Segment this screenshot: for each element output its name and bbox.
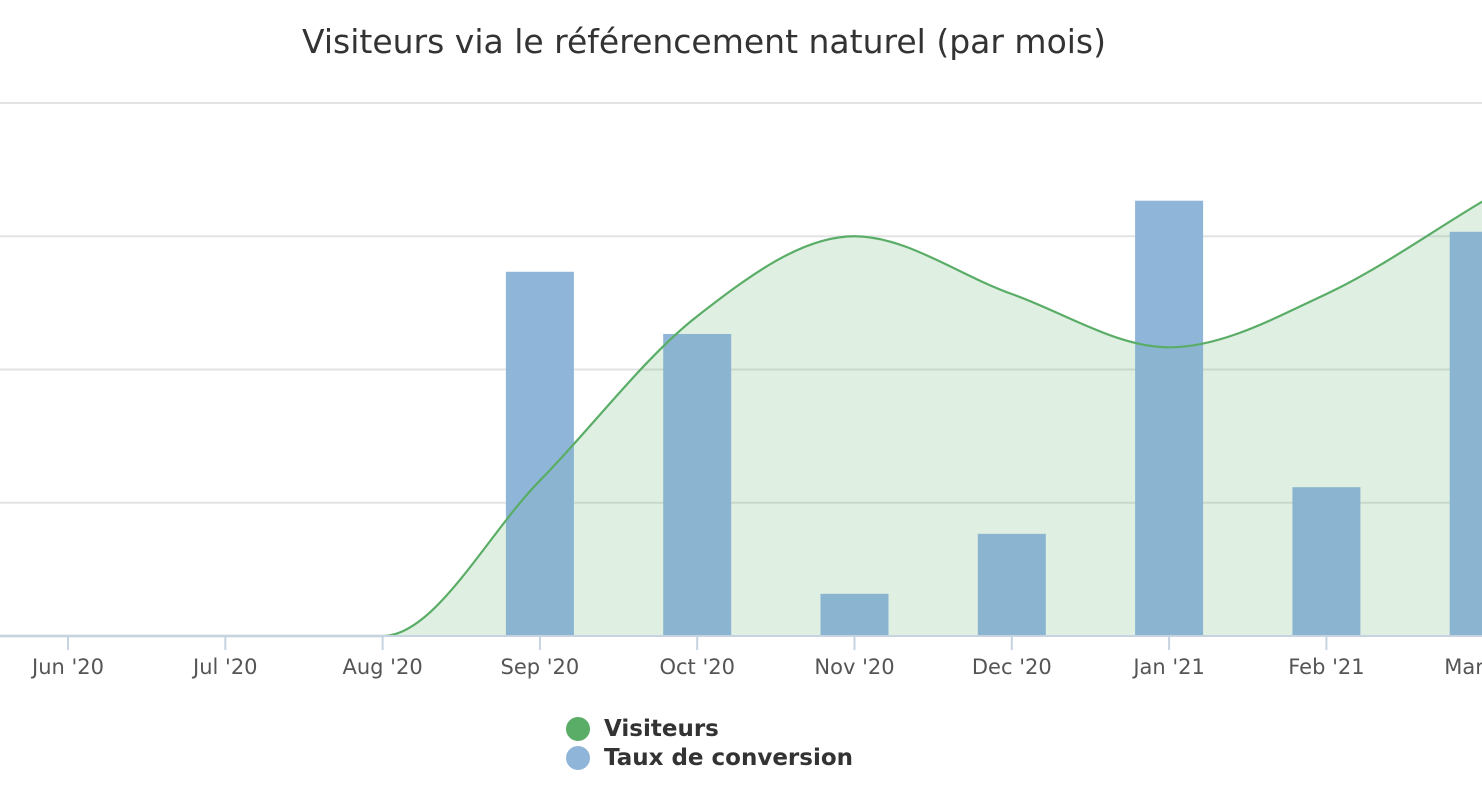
x-tick-label: Oct '20 <box>659 655 734 679</box>
x-tick-label: Aug '20 <box>343 655 423 679</box>
conversion-bar <box>1135 200 1204 636</box>
legend-item-visiteurs[interactable]: Visiteurs <box>566 714 853 743</box>
legend-marker-icon <box>566 745 590 770</box>
chart-plot: Jun '20 Jul '20 Aug '20 Sep '20 Oct '20 Nov '… <box>0 102 1482 679</box>
conversion-bars <box>0 200 1482 638</box>
legend-label: Taux de conversion <box>604 744 854 771</box>
conversion-bar <box>977 533 1046 636</box>
x-tick-label: Nov '20 <box>814 655 894 679</box>
visitors-area-fill <box>0 201 1482 637</box>
conversion-bar <box>820 593 889 636</box>
conversion-bar <box>1292 487 1361 636</box>
x-tick-label: Jul '20 <box>191 655 258 679</box>
legend-label: Visiteurs <box>604 715 719 742</box>
x-tick-label: Sep '20 <box>501 655 580 679</box>
chart-title: Visiteurs via le référencement naturel (… <box>302 22 1106 61</box>
conversion-bar <box>505 271 574 636</box>
x-tick-label: Mar '21 <box>1444 655 1482 679</box>
x-tick-label: Dec '20 <box>972 655 1052 679</box>
legend-item-taux-de-conversion[interactable]: Taux de conversion <box>566 743 853 772</box>
x-tick-label: Jun '20 <box>30 655 104 679</box>
grid-lines <box>0 102 1482 504</box>
visitors-area-overlay <box>0 201 1482 637</box>
x-tick-label: Jan '21 <box>1131 655 1205 679</box>
legend-marker-icon <box>566 716 590 741</box>
x-tick-label: Feb '21 <box>1288 655 1364 679</box>
visitors-area <box>0 201 1482 637</box>
conversion-bar <box>663 333 732 636</box>
legend: Visiteurs Taux de conversion <box>566 714 853 772</box>
x-axis: Jun '20 Jul '20 Aug '20 Sep '20 Oct '20 Nov '… <box>0 635 1482 679</box>
conversion-bar <box>1449 231 1482 636</box>
